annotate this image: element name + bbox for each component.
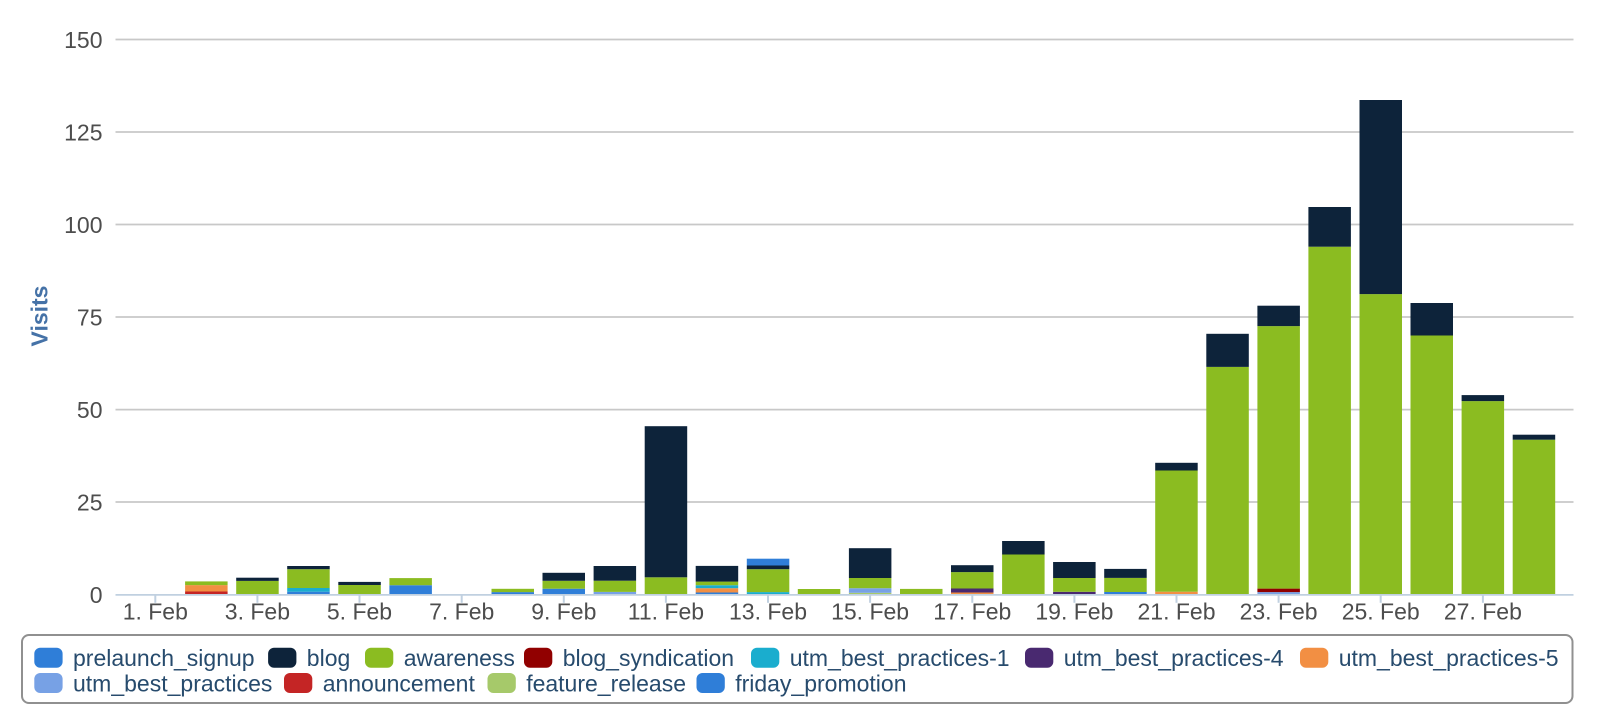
svg-text:7. Feb: 7. Feb (429, 598, 494, 624)
svg-text:150: 150 (64, 27, 102, 53)
svg-text:23. Feb: 23. Feb (1240, 598, 1318, 624)
svg-text:awareness: awareness (404, 645, 515, 671)
svg-text:utm_best_practices-4: utm_best_practices-4 (1064, 645, 1284, 671)
svg-text:blog_syndication: blog_syndication (563, 645, 734, 671)
svg-text:50: 50 (77, 397, 103, 423)
svg-text:3. Feb: 3. Feb (225, 598, 290, 624)
svg-text:prelaunch_signup: prelaunch_signup (73, 645, 255, 671)
svg-text:utm_best_practices: utm_best_practices (73, 671, 272, 697)
svg-text:9. Feb: 9. Feb (531, 598, 596, 624)
svg-text:announcement: announcement (323, 671, 476, 697)
svg-text:11. Feb: 11. Feb (628, 598, 704, 624)
svg-text:0: 0 (90, 582, 103, 608)
svg-text:75: 75 (77, 305, 103, 331)
svg-text:5. Feb: 5. Feb (327, 598, 392, 624)
svg-text:utm_best_practices-5: utm_best_practices-5 (1339, 645, 1559, 671)
svg-text:13. Feb: 13. Feb (729, 598, 807, 624)
svg-text:friday_promotion: friday_promotion (735, 671, 906, 697)
svg-text:19. Feb: 19. Feb (1035, 598, 1113, 624)
svg-text:1. Feb: 1. Feb (123, 598, 188, 624)
svg-text:25. Feb: 25. Feb (1342, 598, 1420, 624)
svg-text:feature_release: feature_release (526, 671, 686, 697)
svg-text:21. Feb: 21. Feb (1138, 598, 1216, 624)
svg-text:100: 100 (64, 212, 102, 238)
svg-text:17. Feb: 17. Feb (933, 598, 1011, 624)
svg-text:27. Feb: 27. Feb (1444, 598, 1522, 624)
svg-text:Visits: Visits (27, 286, 53, 347)
svg-text:blog: blog (307, 645, 350, 671)
svg-text:25: 25 (77, 490, 103, 516)
svg-text:utm_best_practices-1: utm_best_practices-1 (790, 645, 1010, 671)
svg-text:125: 125 (64, 120, 102, 146)
svg-text:15. Feb: 15. Feb (831, 598, 909, 624)
